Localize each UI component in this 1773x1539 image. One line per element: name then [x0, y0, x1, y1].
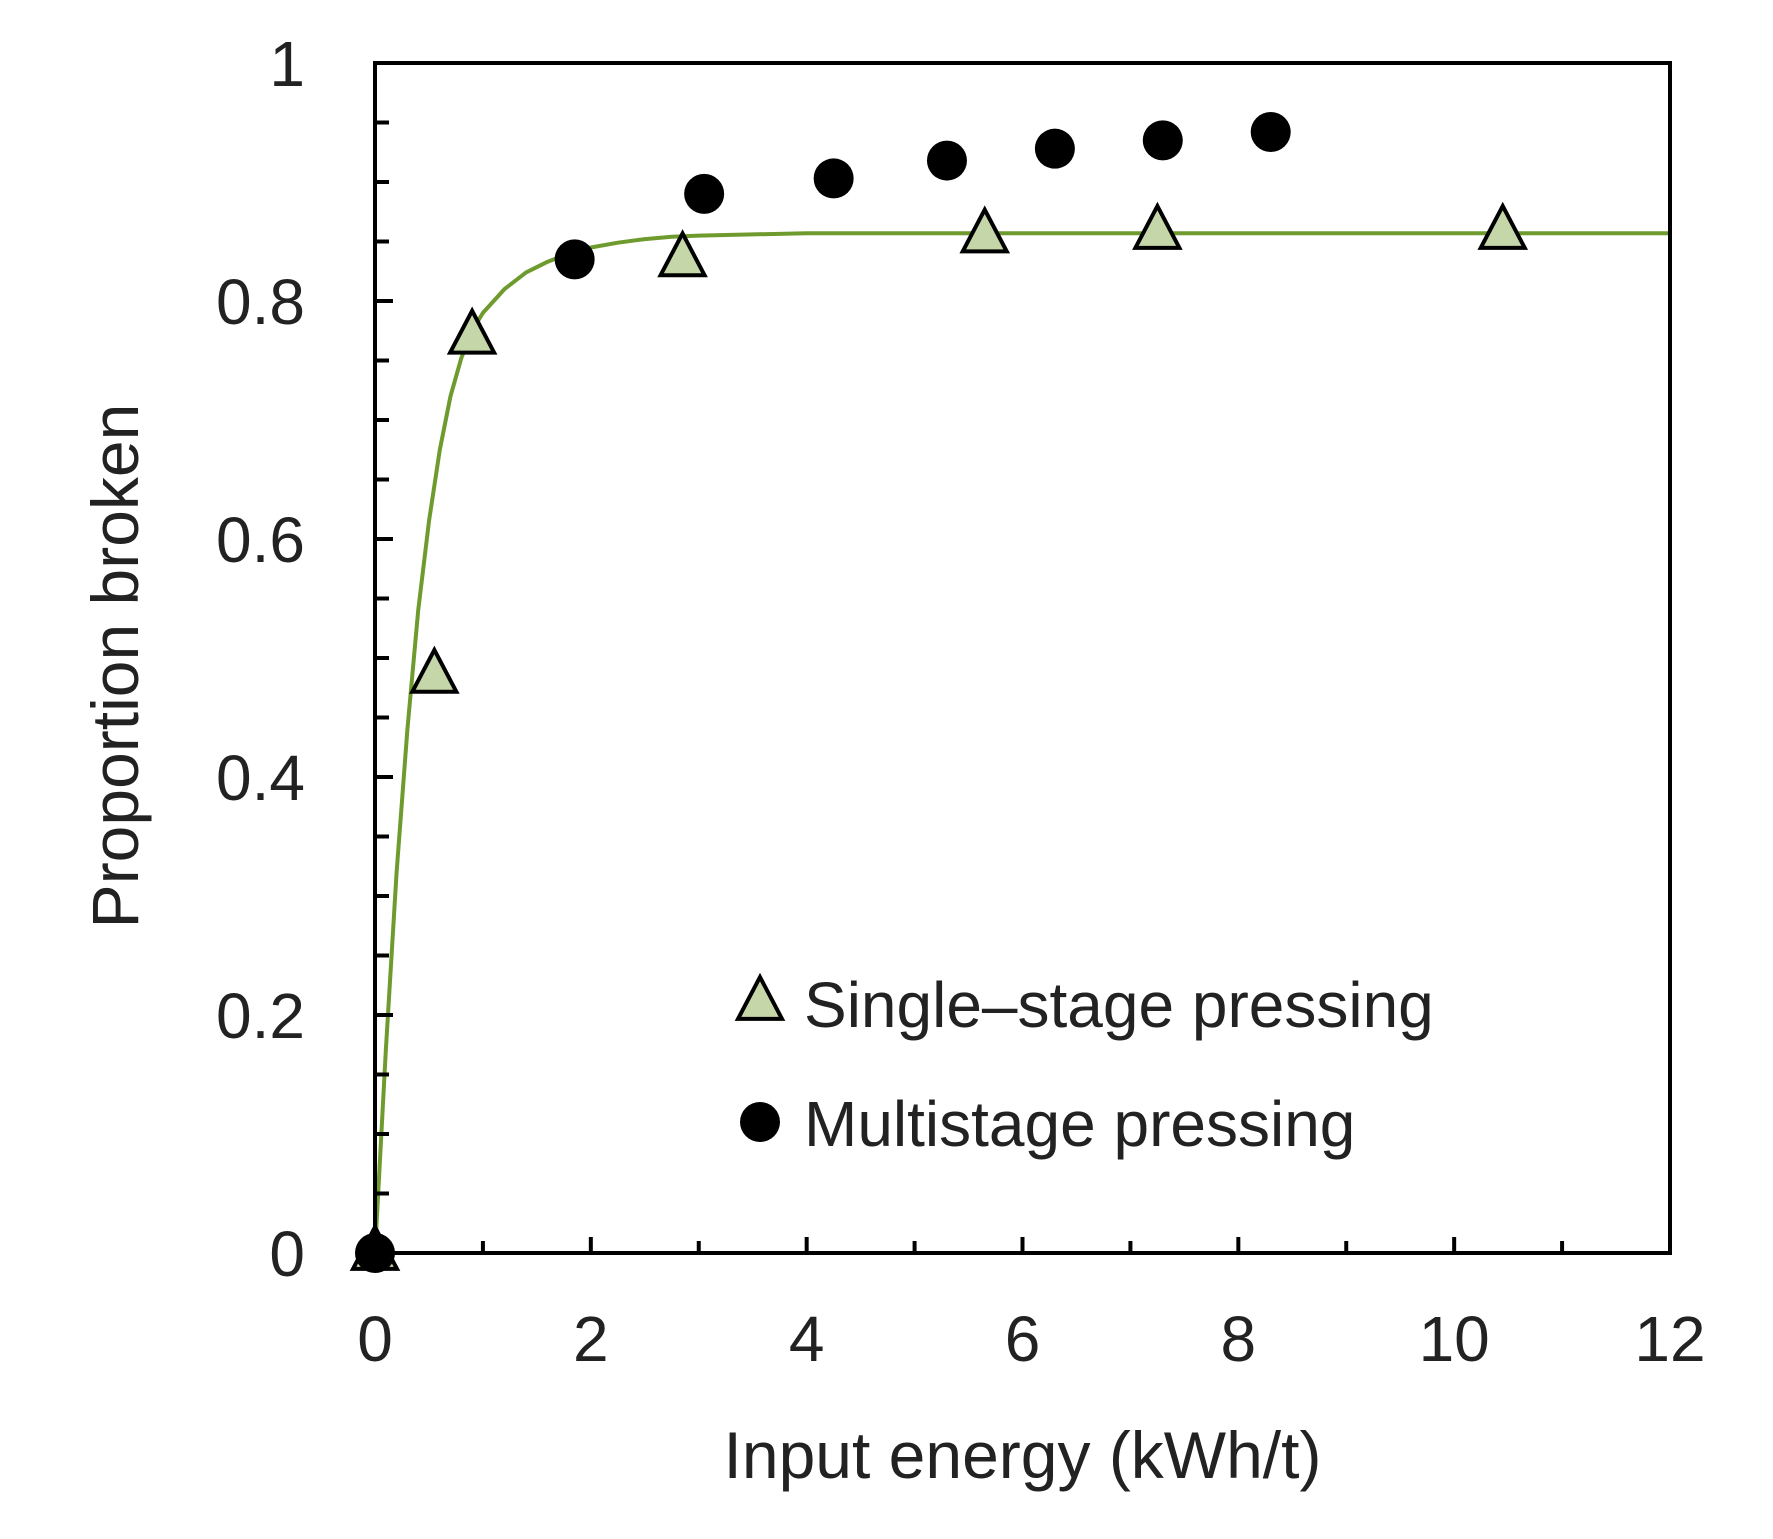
multistage-point: [926, 140, 967, 181]
single-stage-point: [959, 205, 1011, 254]
single-stage-point: [1132, 201, 1183, 250]
x-axis-title: Input energy (kWh/t): [724, 1418, 1322, 1492]
multistage-point: [684, 173, 725, 214]
y-axis-title: Proportion broken: [78, 404, 152, 929]
y-tick-label: 1: [269, 28, 305, 100]
single-stage-point: [446, 306, 498, 355]
single-stage-point: [657, 229, 708, 278]
single-stage-point: [409, 645, 460, 694]
y-tick-label: 0.8: [216, 266, 305, 338]
y-tick-label: 0.2: [216, 980, 305, 1052]
tick-labels-layer: 0 2 4 6 8 10 12 0 0.2 0.4 0.6 0.8 1: [216, 28, 1706, 1375]
y-tick-label: 0: [269, 1218, 305, 1290]
legend: Single–stage pressing Multistage pressin…: [734, 969, 1434, 1160]
fit-curve-layer: [373, 231, 1670, 1254]
multistage-point: [554, 239, 595, 280]
legend-circle-marker: [740, 1102, 780, 1142]
axis-ticks-layer: [373, 61, 1672, 1255]
x-tick-label: 12: [1634, 1303, 1705, 1375]
x-tick-label: 10: [1419, 1303, 1490, 1375]
x-tick-label: 8: [1221, 1303, 1257, 1375]
legend-label-multistage: Multistage pressing: [804, 1088, 1355, 1160]
fit-curve-line: [373, 231, 1670, 1254]
multistage-point: [1142, 120, 1183, 161]
x-tick-label: 6: [1005, 1303, 1041, 1375]
single-stage-point: [1477, 201, 1529, 250]
x-tick-label: 4: [789, 1303, 825, 1375]
multistage-point: [813, 158, 854, 199]
data-points-layer: [349, 112, 1529, 1273]
x-tick-label: 2: [573, 1303, 609, 1375]
y-tick-label: 0.6: [216, 504, 305, 576]
legend-label-single-stage: Single–stage pressing: [804, 969, 1434, 1041]
multistage-point: [1250, 112, 1291, 153]
multistage-point: [1034, 128, 1075, 169]
y-tick-label: 0.4: [216, 742, 305, 814]
x-tick-label: 0: [357, 1303, 393, 1375]
legend-triangle-marker: [734, 972, 786, 1021]
